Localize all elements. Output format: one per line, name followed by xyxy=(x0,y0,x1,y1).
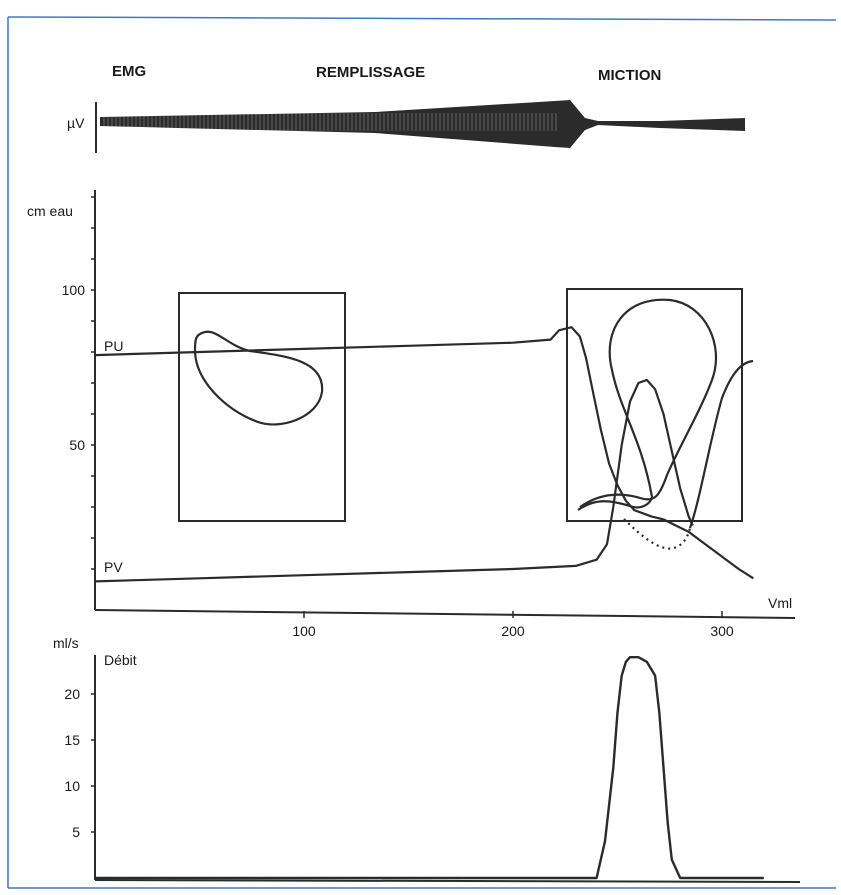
flow-ticks: 5 10 15 20 xyxy=(64,686,95,840)
frame-top xyxy=(7,16,837,21)
pressure-y-tick-label: 100 xyxy=(62,282,86,298)
flow-y-tick-label: 15 xyxy=(64,732,80,748)
flow-title: Débit xyxy=(104,652,137,668)
pressure-x-tick-label: 100 xyxy=(292,623,316,639)
flow-axes xyxy=(94,655,801,883)
pv-recovery-curve xyxy=(688,359,754,529)
emg-section-label: EMG xyxy=(112,63,146,80)
filling-phase-loop xyxy=(193,330,324,426)
filling-section-label: REMPLISSAGE xyxy=(316,64,425,81)
series-pv-line xyxy=(94,378,694,583)
voiding-phase-box xyxy=(566,288,743,522)
pressure-series xyxy=(94,326,754,583)
pv-curve-label: PV xyxy=(104,559,123,575)
voiding-section-label: MICTION xyxy=(598,67,661,84)
flow-unit-label: ml/s xyxy=(53,635,79,651)
volume-axis-label: Vml xyxy=(768,595,792,611)
flow-series xyxy=(95,656,764,880)
pressure-axes xyxy=(94,190,796,619)
dotted-segment xyxy=(623,518,692,550)
filling-phase-box xyxy=(178,292,346,522)
pressure-x-tick-label: 200 xyxy=(501,623,525,639)
series-flow-line xyxy=(95,656,764,880)
emg-envelope xyxy=(100,100,745,148)
voiding-phase-loop xyxy=(577,298,718,511)
flow-y-tick-label: 20 xyxy=(64,686,80,702)
emg-trace xyxy=(95,100,745,153)
flow-y-tick-label: 5 xyxy=(72,824,80,840)
pu-curve-label: PU xyxy=(104,338,123,354)
pressure-y-tick-label: 50 xyxy=(69,437,85,453)
pressure-axis-label: cm eau xyxy=(27,203,73,219)
series-pu-line xyxy=(94,326,754,580)
pressure-x-axis xyxy=(94,609,796,619)
pressure-x-tick-label: 300 xyxy=(710,623,734,639)
pressure-ticks: 50 100 100 200 300 xyxy=(62,196,734,639)
flow-x-axis xyxy=(94,879,801,883)
emg-unit-label: µV xyxy=(67,115,85,131)
figure-frame xyxy=(7,16,837,889)
pressure-flow-loop-boxes xyxy=(178,288,754,550)
flow-y-tick-label: 10 xyxy=(64,778,80,794)
